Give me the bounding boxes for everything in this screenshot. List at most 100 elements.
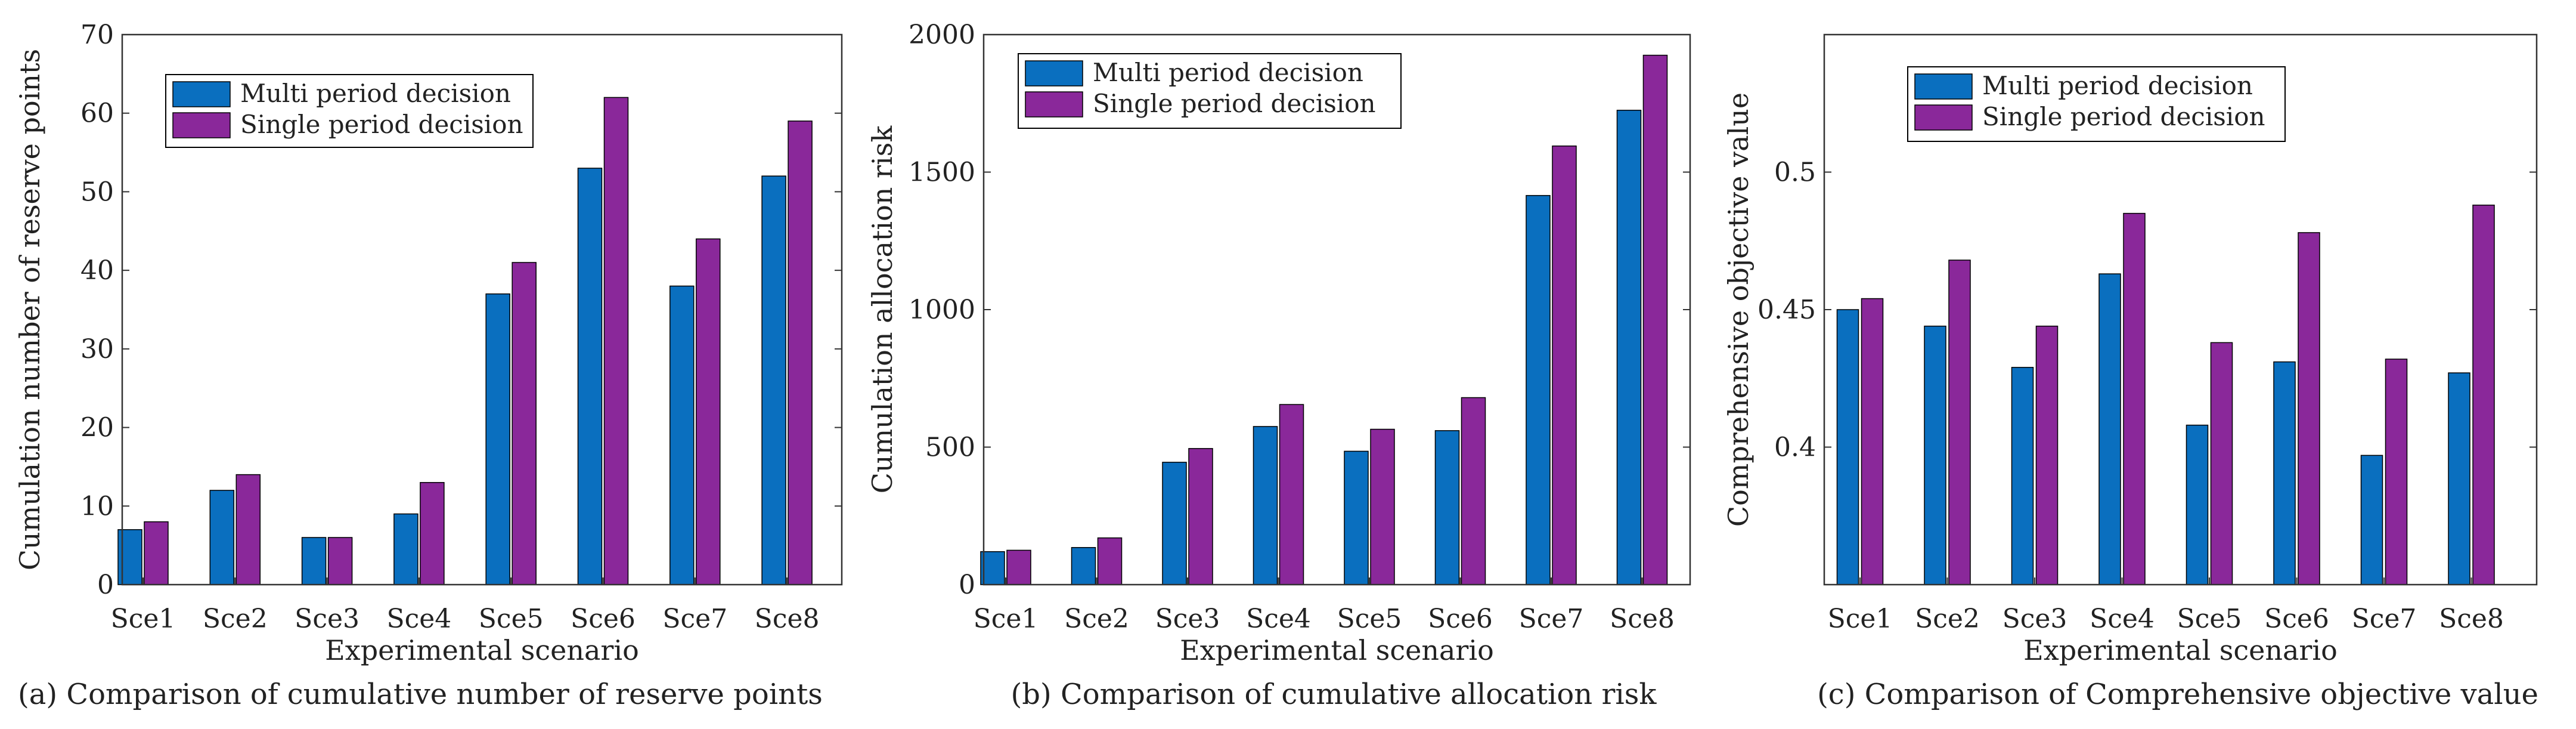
x-tick-label: Sce3	[295, 604, 359, 634]
bar-single-sce8	[1642, 54, 1668, 585]
bar-single-sce6	[603, 97, 629, 585]
legend-swatch-single	[1914, 104, 1973, 131]
bar-single-sce4	[1279, 404, 1304, 585]
panel-caption: (c) Comparison of Comprehensive objectiv…	[1817, 678, 2538, 711]
bar-multi-sce7	[2360, 455, 2383, 585]
x-tick-label: Sce5	[479, 604, 544, 634]
bar-single-sce5	[512, 262, 537, 585]
bar-single-sce8	[788, 121, 813, 585]
bar-multi-sce8	[2448, 372, 2470, 585]
axes-frame	[1823, 33, 2538, 586]
x-axis-label: Experimental scenario	[325, 634, 639, 666]
bar-single-sce7	[2385, 359, 2408, 585]
y-tick-label: 0.5	[1774, 157, 1816, 188]
chart-panel-3: Sce1 Sce2 Sce3 Sce4 Sce5 Sce6 Sce7 Sce8 0.4 0.45 0…	[1722, 33, 2538, 711]
bar-single-sce7	[696, 238, 721, 585]
x-tick-label: Sce1	[111, 604, 176, 634]
x-tick-label: Sce1	[974, 604, 1039, 634]
bar-multi-sce3	[2011, 367, 2034, 585]
y-tick-label: 500	[925, 433, 975, 463]
chart-panel-1: Sce1 Sce2 Sce3 Sce4 Sce5 Sce6 Sce7 Sce8 0 10 20 30 4…	[14, 20, 843, 711]
legend-label: Multi period decision	[1982, 71, 2253, 100]
bar-multi-sce4	[1253, 426, 1278, 585]
x-tick-label: Sce3	[1155, 604, 1220, 634]
bar-multi-sce7	[669, 285, 695, 585]
legend-swatch-multi	[172, 81, 231, 107]
legend-label: Single period decision	[240, 110, 523, 139]
y-tick-label: 1500	[909, 157, 975, 188]
bar-single-sce3	[1188, 448, 1213, 585]
bar-multi-sce1	[1836, 309, 1859, 585]
x-tick-label: Sce7	[2352, 604, 2417, 634]
legend-label: Multi period decision	[1093, 58, 1363, 87]
bar-multi-sce3	[1162, 462, 1187, 585]
x-tick-label: Sce2	[203, 604, 268, 634]
x-tick-label: Sce4	[2090, 604, 2155, 634]
x-tick-label: Sce8	[2439, 604, 2504, 634]
x-axis-label: Experimental scenario	[2023, 634, 2338, 666]
bar-multi-sce7	[1526, 194, 1551, 585]
x-tick-label: Sce4	[1246, 604, 1311, 634]
chart-panel-2: Sce1 Sce2 Sce3 Sce4 Sce5 Sce6 Sce7 Sce8 0 500 1000…	[866, 20, 1691, 711]
x-tick-label: Sce8	[755, 604, 820, 634]
y-tick-label: 1000	[909, 295, 975, 325]
y-tick-label: 0.4	[1774, 433, 1816, 463]
bar-multi-sce5	[2186, 424, 2209, 585]
bar-multi-sce8	[761, 175, 786, 585]
panel-caption: (b) Comparison of cumulative allocation …	[1011, 678, 1657, 711]
bar-single-sce2	[235, 474, 261, 585]
x-tick-label: Sce7	[662, 604, 727, 634]
x-tick-label: Sce2	[1915, 604, 1980, 634]
bar-multi-sce3	[301, 537, 327, 585]
bar-multi-sce6	[2273, 361, 2296, 585]
x-tick-label: Sce6	[1428, 604, 1493, 634]
x-tick-label: Sce7	[1519, 604, 1584, 634]
bar-multi-sce4	[2098, 273, 2121, 585]
y-tick-label: 0	[97, 570, 114, 600]
x-tick-label: Sce6	[571, 604, 636, 634]
x-tick-label: Sce2	[1064, 604, 1129, 634]
y-tick-label: 2000	[909, 20, 975, 50]
bar-multi-sce1	[980, 551, 1005, 585]
bar-multi-sce8	[1616, 110, 1642, 585]
y-tick-label: 30	[80, 334, 114, 364]
y-axis-label: Cumulation allocation risk	[866, 125, 898, 494]
y-tick-label: 40	[80, 255, 114, 286]
x-tick-label: Sce4	[386, 604, 451, 634]
legend-label: Single period decision	[1982, 102, 2265, 131]
bar-single-sce6	[2298, 232, 2320, 585]
bar-single-sce8	[2472, 205, 2495, 585]
y-tick-label: 0	[959, 570, 975, 600]
bar-single-sce3	[327, 537, 353, 585]
panel-caption: (a) Comparison of cumulative number of r…	[18, 678, 823, 711]
x-tick-label: Sce1	[1828, 604, 1893, 634]
legend-swatch-single	[1025, 91, 1083, 118]
x-tick-label: Sce5	[1337, 604, 1402, 634]
bar-multi-sce2	[209, 490, 235, 585]
y-tick-label: 70	[80, 20, 114, 50]
axes-frame	[982, 33, 1691, 586]
y-tick-label: 50	[80, 177, 114, 207]
bar-multi-sce2	[1924, 325, 1946, 585]
bar-multi-sce5	[485, 293, 510, 585]
x-tick-label: Sce5	[2177, 604, 2242, 634]
y-axis-label: Cumulation number of reserve points	[14, 49, 46, 570]
bar-multi-sce4	[393, 513, 419, 585]
legend-label: Multi period decision	[240, 79, 511, 108]
x-tick-label: Sce3	[2002, 604, 2067, 634]
bar-single-sce2	[1948, 260, 1971, 585]
bar-single-sce1	[1006, 549, 1031, 585]
bar-single-sce1	[144, 521, 169, 585]
legend-swatch-single	[172, 112, 231, 138]
y-tick-label: 60	[80, 98, 114, 129]
y-tick-label: 20	[80, 413, 114, 443]
bar-single-sce2	[1097, 537, 1123, 585]
y-tick-label: 0.45	[1757, 295, 1816, 325]
axes-frame	[121, 33, 843, 586]
bar-single-sce5	[2210, 342, 2233, 585]
bar-single-sce4	[420, 482, 445, 585]
bar-multi-sce5	[1344, 450, 1369, 585]
bar-single-sce3	[2035, 325, 2059, 585]
x-tick-label: Sce8	[1610, 604, 1675, 634]
